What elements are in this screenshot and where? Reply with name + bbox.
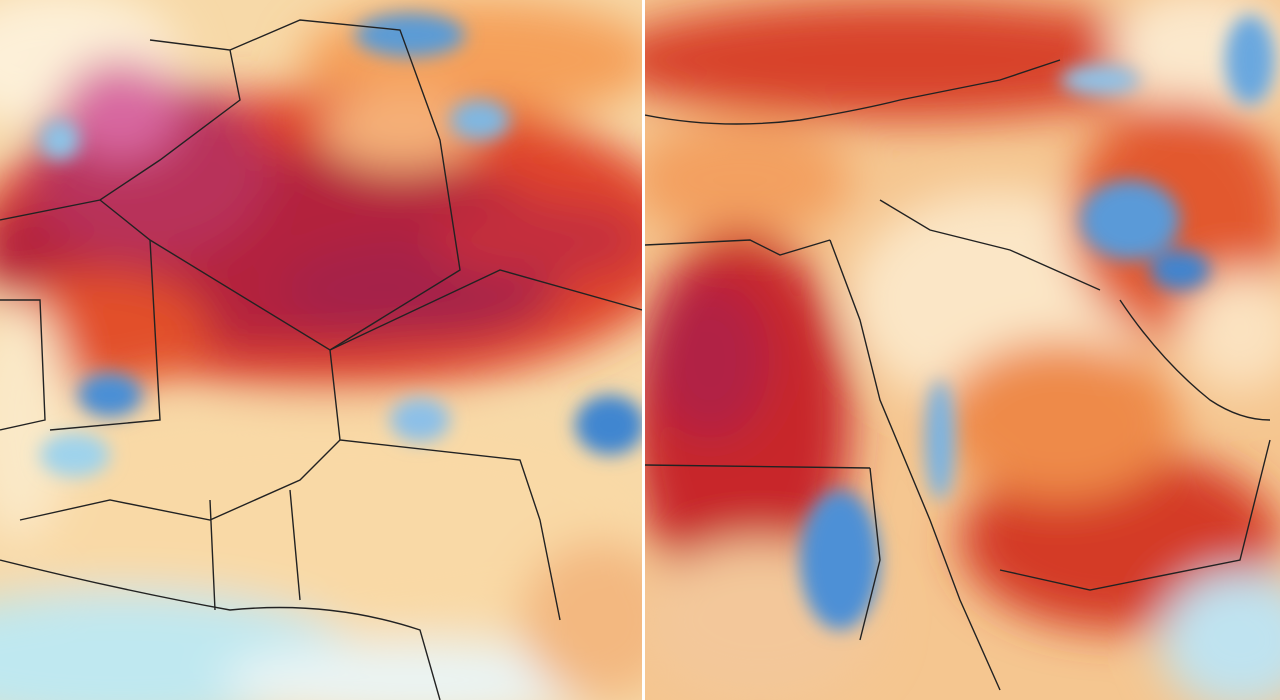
borders <box>645 59 1271 691</box>
cool-anomalies <box>800 15 1275 630</box>
borders <box>0 19 642 700</box>
cool-anomalies <box>40 13 642 477</box>
left-map-panel <box>0 0 642 700</box>
temperature-field <box>645 0 1280 700</box>
right-map-panel <box>645 0 1280 700</box>
panel-divider <box>642 0 645 700</box>
